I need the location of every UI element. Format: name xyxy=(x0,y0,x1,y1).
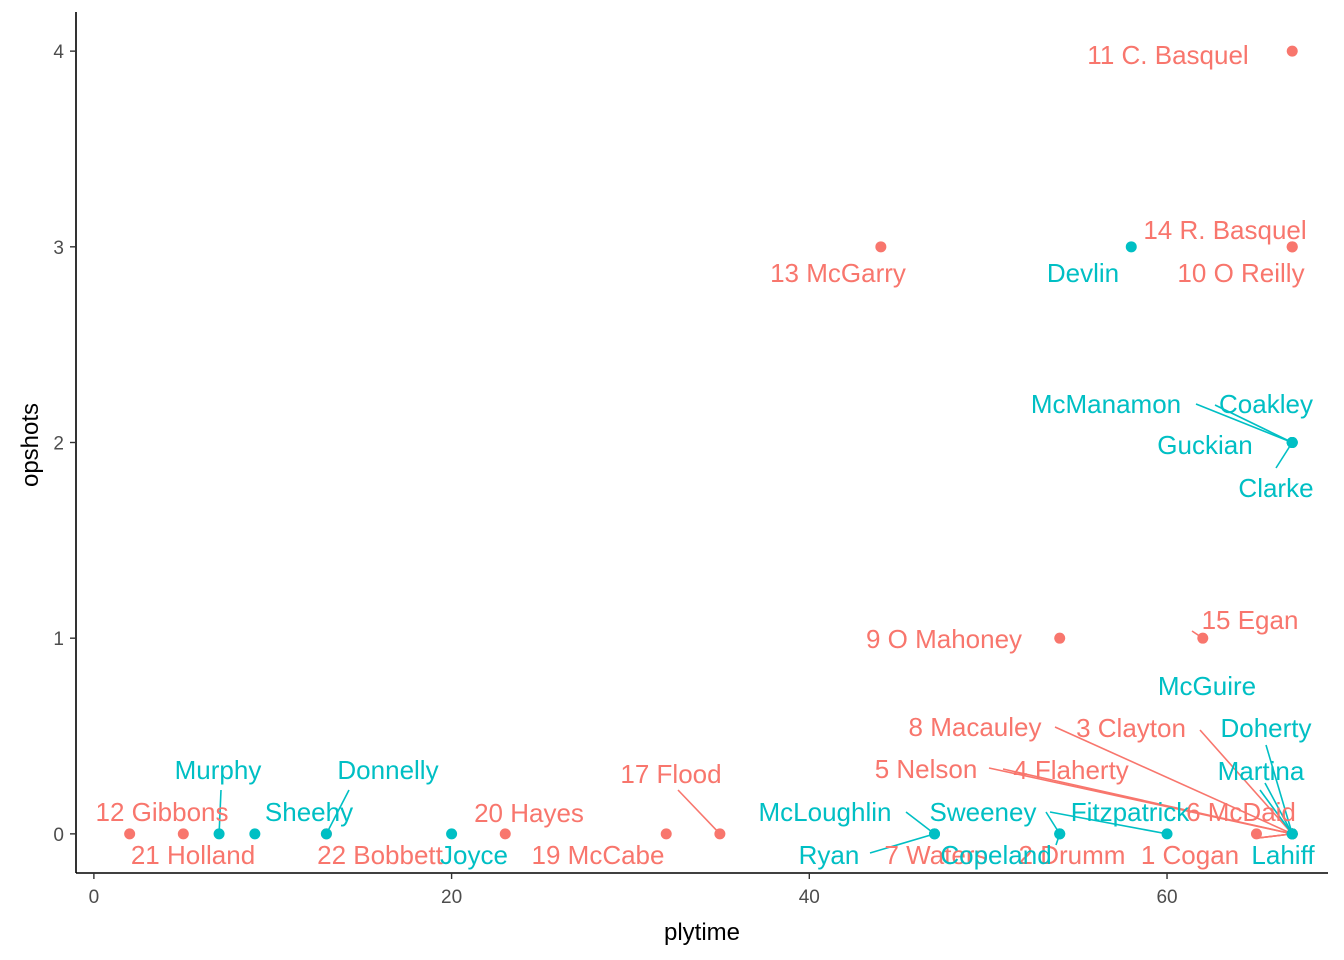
label-connector xyxy=(325,789,350,835)
point-label: Doherty xyxy=(1220,713,1311,743)
label-connector xyxy=(1257,833,1293,839)
label-connector xyxy=(869,833,935,854)
data-point xyxy=(1197,632,1209,644)
point-label: 2 Drumm xyxy=(1019,840,1126,870)
point-label: Clarke xyxy=(1238,473,1313,503)
point-label: Coakley xyxy=(1219,389,1313,419)
point-label: 4 Flaherty xyxy=(1013,755,1129,785)
point-label: Donnelly xyxy=(337,755,438,785)
label-connector xyxy=(1259,789,1293,835)
point-label: Guckian xyxy=(1157,430,1252,460)
y-axis-title: opshots xyxy=(17,403,44,487)
data-point xyxy=(1286,241,1298,253)
data-point xyxy=(446,828,458,840)
x-tick-label: 60 xyxy=(1156,887,1177,908)
point-label: 12 Gibbons xyxy=(96,797,229,827)
point-label: Devlin xyxy=(1047,258,1119,288)
data-point xyxy=(1161,828,1173,840)
data-point xyxy=(177,828,189,840)
y-tick-label: 0 xyxy=(53,825,64,846)
point-label: Joyce xyxy=(440,840,508,870)
data-point xyxy=(499,828,511,840)
point-label: Fitzpatrick xyxy=(1071,797,1190,827)
data-point xyxy=(124,828,136,840)
y-tick-label: 3 xyxy=(53,238,64,259)
point-label: Copeland xyxy=(940,840,1051,870)
point-label: 17 Flood xyxy=(620,759,721,789)
point-label: 9 O Mahoney xyxy=(866,624,1022,654)
label-connector xyxy=(1199,729,1293,835)
label-connector xyxy=(1265,744,1293,835)
data-point xyxy=(1125,241,1137,253)
data-point xyxy=(1054,828,1066,840)
point-label: Sheehy xyxy=(265,797,353,827)
point-label: 7 Waters xyxy=(884,840,987,870)
data-point xyxy=(1286,828,1298,840)
point-label: McManamon xyxy=(1031,389,1181,419)
data-point xyxy=(320,828,332,840)
data-point xyxy=(660,828,672,840)
x-axis-title: plytime xyxy=(664,919,740,946)
x-ticks: 0 20 40 60 xyxy=(89,873,1178,908)
point-label: 5 Nelson xyxy=(875,754,978,784)
point-label: 14 R. Basquel xyxy=(1143,215,1306,245)
x-tick-label: 0 xyxy=(89,887,100,908)
label-connector xyxy=(1002,768,1293,835)
point-label: 11 C. Basquel xyxy=(1087,40,1248,70)
point-label: 15 Egan xyxy=(1202,605,1299,635)
point-label: McLoughlin xyxy=(759,797,892,827)
data-point xyxy=(1286,45,1298,57)
point-label: 19 McCabe xyxy=(532,840,665,870)
label-connector xyxy=(1264,782,1293,835)
x-tick-label: 20 xyxy=(441,887,462,908)
axes: 0 1 2 3 4 0 20 40 60 xyxy=(53,12,1328,908)
data-point xyxy=(1250,828,1262,840)
point-label: Murphy xyxy=(175,755,262,785)
y-tick-label: 1 xyxy=(53,629,64,650)
point-label: 21 Holland xyxy=(131,840,255,870)
y-tick-label: 2 xyxy=(53,434,64,455)
data-point xyxy=(249,828,261,840)
data-point xyxy=(714,828,726,840)
label-connector xyxy=(905,811,936,835)
label-connector xyxy=(1049,811,1168,835)
label-connector xyxy=(677,789,721,835)
data-point xyxy=(213,828,225,840)
y-ticks: 0 1 2 3 4 xyxy=(53,42,76,846)
point-label: 22 Bobbett xyxy=(317,840,444,870)
point-label: 13 McGarry xyxy=(770,258,906,288)
data-point xyxy=(1054,632,1066,644)
point-label: Ryan xyxy=(799,840,860,870)
point-label: 6 McDaid xyxy=(1186,797,1296,827)
label-connectors xyxy=(218,403,1293,854)
data-point xyxy=(1286,437,1298,448)
y-tick-label: 4 xyxy=(53,42,64,63)
point-label: Martina xyxy=(1218,756,1305,786)
point-labels: 11 C. Basquel 14 R. Basquel 10 O Reilly 13 … xyxy=(96,40,1316,870)
point-label: Sweeney xyxy=(930,797,1037,827)
data-point xyxy=(875,241,887,253)
label-connector xyxy=(1195,403,1293,444)
point-label: 1 Cogan xyxy=(1141,840,1239,870)
x-tick-label: 40 xyxy=(799,887,820,908)
label-connector xyxy=(218,789,222,834)
data-points xyxy=(124,45,1298,840)
point-label: 3 Clayton xyxy=(1076,713,1186,743)
point-label: McGuire xyxy=(1158,671,1256,701)
point-label: 8 Macauley xyxy=(909,712,1042,742)
point-label: 10 O Reilly xyxy=(1177,258,1304,288)
data-point xyxy=(929,828,941,840)
label-connector xyxy=(1054,726,1293,835)
point-label: Lahiff xyxy=(1251,840,1315,870)
point-label: 20 Hayes xyxy=(474,798,584,828)
label-connector xyxy=(1214,404,1293,444)
